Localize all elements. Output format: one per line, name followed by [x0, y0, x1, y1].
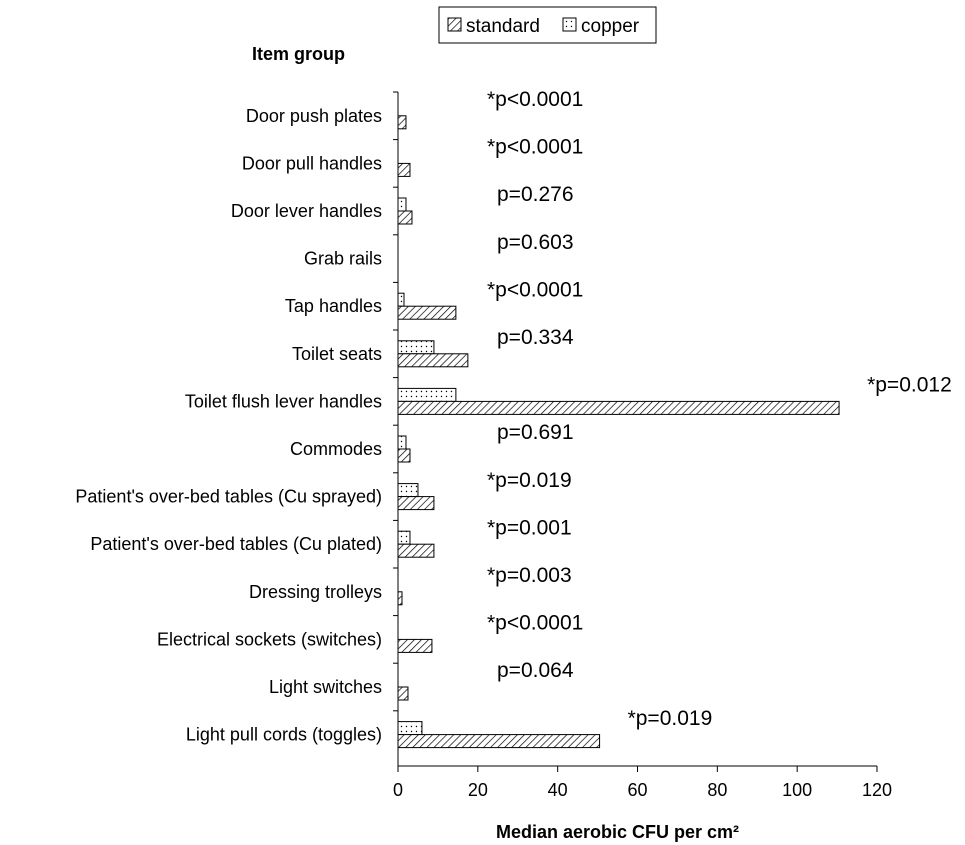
- category-label: Toilet seats: [292, 344, 382, 364]
- bar-copper: [398, 198, 406, 211]
- bar-copper: [398, 436, 406, 449]
- p-value-label: *p<0.0001: [487, 612, 583, 635]
- p-value-label: *p=0.003: [487, 564, 572, 587]
- legend: standard copper: [439, 7, 656, 43]
- bar-standard: [398, 687, 408, 700]
- category-labels: Door push plates Door pull handles Door le…: [75, 92, 398, 745]
- bar-standard: [398, 544, 434, 557]
- legend-label-standard: standard: [466, 16, 540, 37]
- bar-copper: [398, 293, 404, 306]
- bar-copper: [398, 722, 422, 735]
- x-axis-title: Median aerobic CFU per cm²: [496, 822, 739, 842]
- category-label: Light pull cords (toggles): [186, 725, 382, 745]
- bar-copper: [398, 341, 434, 354]
- bar-standard: [398, 401, 839, 414]
- p-value-label: *p<0.0001: [487, 136, 583, 159]
- category-label: Dressing trolleys: [249, 582, 382, 602]
- legend-swatch-copper: [563, 18, 576, 31]
- x-tick-label: 20: [468, 780, 488, 800]
- x-tick-label: 60: [627, 780, 647, 800]
- category-label: Light switches: [269, 677, 382, 697]
- p-value-label: *p=0.019: [487, 469, 572, 492]
- p-value-label: *p<0.0001: [487, 88, 583, 111]
- bar-standard: [398, 211, 412, 224]
- bar-standard: [398, 592, 402, 605]
- bars: [398, 116, 839, 748]
- bar-standard: [398, 306, 456, 319]
- p-value-label: *p<0.0001: [487, 278, 583, 301]
- p-value-label: p=0.691: [497, 421, 574, 444]
- p-value-label: p=0.276: [497, 183, 574, 206]
- p-value-label: p=0.603: [497, 231, 574, 254]
- category-label: Patient's over-bed tables (Cu plated): [90, 534, 382, 554]
- p-value-label: *p=0.019: [628, 707, 713, 730]
- x-tick-label: 100: [782, 780, 812, 800]
- bar-standard: [398, 163, 410, 176]
- bar-standard: [398, 735, 600, 748]
- category-label: Grab rails: [304, 249, 382, 269]
- category-label: Electrical sockets (switches): [157, 629, 382, 649]
- legend-label-copper: copper: [581, 16, 640, 37]
- bar-standard: [398, 354, 468, 367]
- p-value-label: *p=0.012: [867, 374, 952, 397]
- category-label: Patient's over-bed tables (Cu sprayed): [75, 487, 382, 507]
- y-axis-title: Item group: [252, 44, 345, 64]
- x-tick-label: 0: [393, 780, 403, 800]
- category-label: Door pull handles: [242, 153, 382, 173]
- bar-standard: [398, 639, 432, 652]
- x-axis-ticks: 0 20 40 60 80 100 120: [393, 766, 892, 800]
- x-tick-label: 120: [862, 780, 892, 800]
- category-label: Commodes: [290, 439, 382, 459]
- x-tick-label: 40: [548, 780, 568, 800]
- bar-standard: [398, 449, 410, 462]
- bar-copper: [398, 388, 456, 401]
- legend-swatch-standard: [448, 18, 461, 31]
- bar-standard: [398, 497, 434, 510]
- p-value-label: p=0.334: [497, 326, 574, 349]
- bar-copper: [398, 531, 410, 544]
- category-label: Toilet flush lever handles: [185, 391, 382, 411]
- p-value-label: *p=0.001: [487, 516, 572, 539]
- category-label: Door push plates: [246, 106, 382, 126]
- x-tick-label: 80: [707, 780, 727, 800]
- category-label: Tap handles: [285, 296, 382, 316]
- category-label: Door lever handles: [231, 201, 382, 221]
- bar-copper: [398, 484, 418, 497]
- bar-standard: [398, 116, 406, 129]
- p-value-label: p=0.064: [497, 659, 574, 682]
